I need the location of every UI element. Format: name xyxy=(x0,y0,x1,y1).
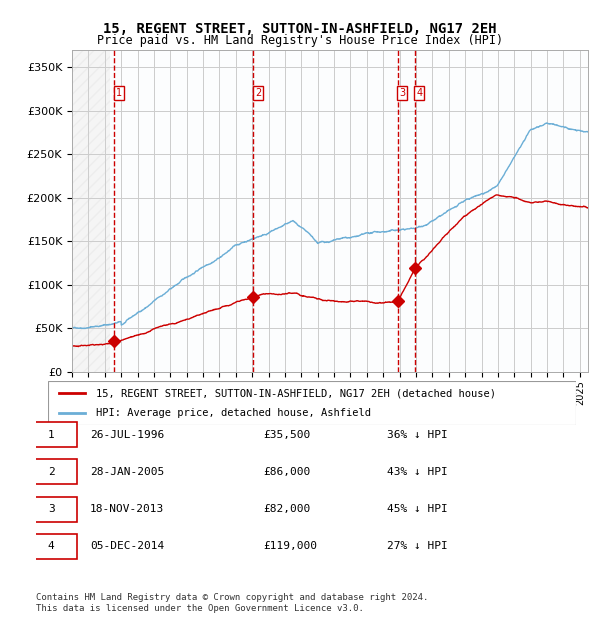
Text: 45% ↓ HPI: 45% ↓ HPI xyxy=(387,504,448,514)
Text: 15, REGENT STREET, SUTTON-IN-ASHFIELD, NG17 2EH: 15, REGENT STREET, SUTTON-IN-ASHFIELD, N… xyxy=(103,22,497,36)
FancyBboxPatch shape xyxy=(25,497,77,521)
Text: 27% ↓ HPI: 27% ↓ HPI xyxy=(387,541,448,551)
Text: £86,000: £86,000 xyxy=(263,467,310,477)
Text: £35,500: £35,500 xyxy=(263,430,310,440)
Text: 28-JAN-2005: 28-JAN-2005 xyxy=(90,467,164,477)
Bar xyxy=(110,50,588,372)
FancyBboxPatch shape xyxy=(25,534,77,559)
Text: 26-JUL-1996: 26-JUL-1996 xyxy=(90,430,164,440)
Text: Price paid vs. HM Land Registry's House Price Index (HPI): Price paid vs. HM Land Registry's House … xyxy=(97,34,503,47)
Text: 1: 1 xyxy=(48,430,55,440)
Text: 43% ↓ HPI: 43% ↓ HPI xyxy=(387,467,448,477)
Bar xyxy=(72,50,110,372)
Text: 4: 4 xyxy=(416,88,422,99)
Text: HPI: Average price, detached house, Ashfield: HPI: Average price, detached house, Ashf… xyxy=(95,407,371,417)
Text: 3: 3 xyxy=(400,88,406,99)
FancyBboxPatch shape xyxy=(25,422,77,447)
Text: 2: 2 xyxy=(255,88,262,99)
Text: 3: 3 xyxy=(48,504,55,514)
Text: 36% ↓ HPI: 36% ↓ HPI xyxy=(387,430,448,440)
Text: £82,000: £82,000 xyxy=(263,504,310,514)
FancyBboxPatch shape xyxy=(25,459,77,484)
Text: 15, REGENT STREET, SUTTON-IN-ASHFIELD, NG17 2EH (detached house): 15, REGENT STREET, SUTTON-IN-ASHFIELD, N… xyxy=(95,389,496,399)
Text: Contains HM Land Registry data © Crown copyright and database right 2024.
This d: Contains HM Land Registry data © Crown c… xyxy=(36,593,428,613)
Text: 2: 2 xyxy=(48,467,55,477)
Text: 18-NOV-2013: 18-NOV-2013 xyxy=(90,504,164,514)
Text: 4: 4 xyxy=(48,541,55,551)
Text: £119,000: £119,000 xyxy=(263,541,317,551)
FancyBboxPatch shape xyxy=(48,381,576,425)
Text: 05-DEC-2014: 05-DEC-2014 xyxy=(90,541,164,551)
Text: 1: 1 xyxy=(116,88,122,99)
